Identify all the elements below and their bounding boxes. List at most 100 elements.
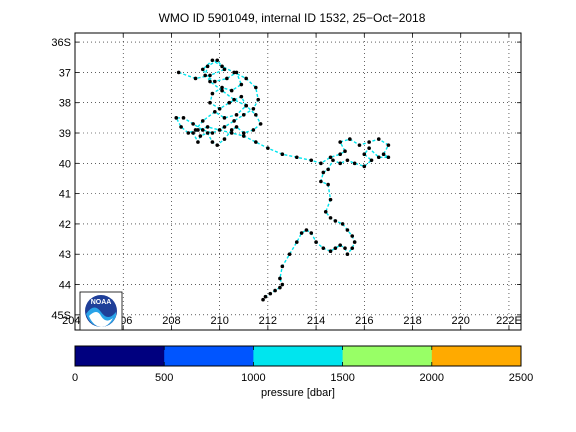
x-tick-label: 216 <box>355 315 373 327</box>
y-tick-label: 42 <box>59 219 71 231</box>
profile-point <box>181 116 186 120</box>
profile-point <box>345 252 350 257</box>
profile-point <box>348 137 352 141</box>
profile-point <box>191 122 195 126</box>
profile-point <box>326 182 330 187</box>
profile-point <box>263 294 268 299</box>
profile-point <box>208 73 212 78</box>
profile-point <box>362 164 367 169</box>
profile-point <box>232 119 236 123</box>
y-tick-label: 45S <box>51 310 71 322</box>
profile-point <box>215 58 220 63</box>
profile-point <box>220 88 224 93</box>
profile-point <box>328 249 333 254</box>
profile-point <box>222 67 227 72</box>
colorbar-tick-label: 0 <box>72 372 78 384</box>
profile-point <box>254 85 258 90</box>
profile-point <box>205 131 210 135</box>
profile-point <box>196 128 200 132</box>
noaa-logo: NOAA <box>79 291 123 331</box>
y-tick-label: 43 <box>59 249 71 261</box>
x-tick-label: 210 <box>210 315 228 327</box>
profile-point <box>294 240 299 244</box>
y-tick-label: 37 <box>59 67 71 79</box>
colorbar-segments <box>75 346 522 366</box>
y-tick-label: 44 <box>59 280 71 292</box>
profile-point <box>244 76 248 81</box>
profile-point <box>217 128 222 132</box>
y-tick-label: 40 <box>59 158 71 170</box>
profile-point <box>258 122 263 126</box>
colorbar-label: pressure [dbar] <box>261 387 335 399</box>
profile-point <box>239 94 244 99</box>
profile-point <box>333 219 338 223</box>
profile-point <box>244 103 248 108</box>
profile-point <box>254 140 258 144</box>
profile-point <box>186 131 191 135</box>
profile-point <box>350 234 355 238</box>
profile-point <box>222 116 227 120</box>
profile-point <box>323 210 328 214</box>
profile-point <box>273 288 277 293</box>
profile-point <box>338 140 342 144</box>
profile-point <box>321 170 326 175</box>
colorbar-tick-label: 1500 <box>330 372 354 384</box>
profile-point <box>314 240 318 244</box>
y-axis-ticks: 36S 37 38 39 40 41 42 43 44 45S <box>51 37 521 322</box>
profile-point <box>234 125 239 129</box>
y-tick-label: 36S <box>51 37 71 49</box>
float-markers <box>174 58 391 302</box>
colorbar: 0 500 1000 1500 2000 2500 pressure [dbar] <box>72 345 533 399</box>
profile-point <box>200 128 205 132</box>
profile-point <box>350 246 355 250</box>
x-tick-label: 218 <box>403 315 421 327</box>
colorbar-tick-label: 2500 <box>509 372 533 384</box>
profile-point <box>241 113 246 117</box>
profile-point <box>200 119 205 123</box>
profile-point <box>220 85 224 90</box>
profile-point <box>309 158 314 163</box>
colorbar-tick-label: 500 <box>155 372 173 384</box>
profile-point <box>198 134 203 138</box>
profile-point <box>319 161 323 166</box>
profile-point <box>338 243 342 247</box>
plot-border <box>74 32 522 331</box>
profile-point <box>278 276 282 281</box>
profile-point <box>222 125 227 129</box>
profile-point <box>376 155 381 160</box>
profile-point <box>268 291 273 296</box>
profile-point <box>369 158 374 163</box>
profile-point <box>338 152 342 157</box>
profile-point <box>331 158 335 163</box>
colorbar-border <box>74 345 522 367</box>
profile-point <box>229 128 234 132</box>
x-tick-label: 220 <box>452 315 470 327</box>
profile-point <box>345 228 350 232</box>
profile-point <box>208 100 212 105</box>
profile-point <box>376 137 381 141</box>
profile-point <box>352 161 357 166</box>
profile-point <box>179 125 183 129</box>
profile-point <box>280 264 285 269</box>
profile-point <box>386 143 391 147</box>
chart-title: WMO ID 5901049, internal ID 1532, 25−Oct… <box>159 11 426 25</box>
profile-point <box>333 246 338 250</box>
profile-point <box>191 131 195 135</box>
colorbar-segment <box>342 346 433 366</box>
profile-point <box>338 161 342 166</box>
colorbar-segment <box>253 346 344 366</box>
profile-point <box>352 240 357 244</box>
profile-point <box>251 106 256 111</box>
profile-point <box>227 100 232 105</box>
profile-point <box>294 155 299 160</box>
y-tick-label: 41 <box>59 189 71 201</box>
x-tick-label: 212 <box>259 315 277 327</box>
profile-point <box>386 155 391 160</box>
profile-point <box>261 297 265 302</box>
profile-point <box>367 140 371 144</box>
colorbar-segment <box>431 346 522 366</box>
profile-point <box>256 97 261 102</box>
x-tick-label: 208 <box>162 315 180 327</box>
profile-point <box>205 125 210 129</box>
